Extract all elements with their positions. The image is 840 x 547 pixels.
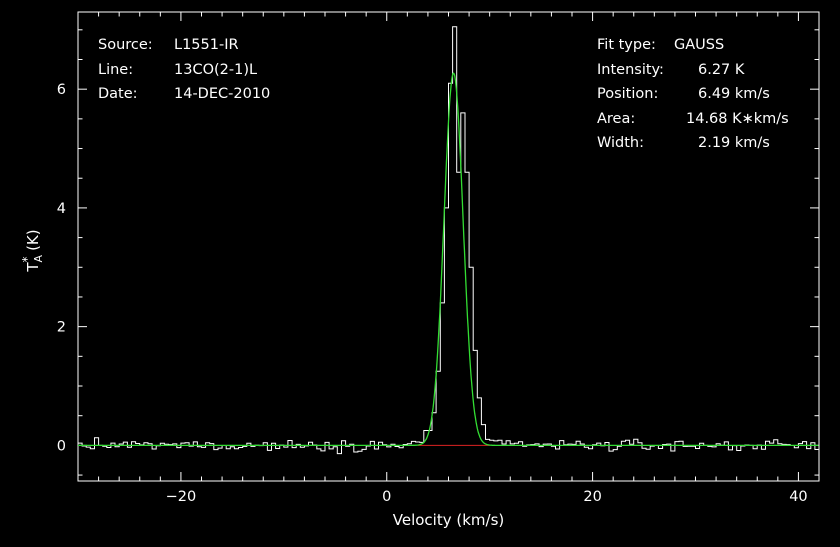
x-tick-label: 20 (583, 489, 601, 505)
fit-width-label: Width: (597, 135, 645, 151)
plot-frame (77, 11, 820, 482)
x-axis-title: Velocity (km/s) (393, 511, 504, 529)
fit-width-value: 2.19 km/s (698, 135, 770, 151)
fit-position-label: Position: (597, 86, 659, 102)
y-axis-title-sup: * (20, 256, 34, 262)
fit-area-value: 14.68 K∗km/s (686, 110, 789, 127)
y-axis-title: T*A (K) (20, 229, 45, 272)
y-tick-label: 0 (57, 438, 66, 454)
y-axis-title-unit: (K) (24, 229, 42, 251)
line-value: 13CO(2-1)L (174, 61, 258, 78)
y-axis-title-symbol: T (24, 262, 42, 273)
fit-position-value: 6.49 km/s (698, 86, 770, 102)
x-tick-label: −20 (166, 489, 197, 505)
x-tick-label: 0 (382, 489, 391, 505)
gaussian-fit-curve (78, 72, 819, 447)
date-label: Date: (98, 86, 138, 102)
x-axis-tick-labels: −20 0 20 40 (166, 489, 808, 505)
source-value: L1551-IR (174, 37, 239, 53)
y-tick-label: 2 (57, 320, 66, 336)
date-value: 14-DEC-2010 (174, 86, 271, 102)
fit-type-value: GAUSS (674, 37, 725, 53)
x-axis-ticks (77, 12, 820, 481)
source-label: Source: (98, 37, 153, 53)
fit-area-label: Area: (597, 110, 636, 127)
y-tick-label: 4 (57, 201, 66, 217)
fit-intensity-value: 6.27 K (698, 61, 745, 78)
y-axis-title-sub: A (32, 254, 45, 262)
fit-intensity-label: Intensity: (597, 61, 664, 78)
y-tick-label: 6 (57, 82, 66, 98)
x-tick-label: 40 (789, 489, 807, 505)
y-axis-tick-labels: 0 2 4 6 (57, 82, 66, 454)
fit-type-label: Fit type: (597, 37, 656, 53)
spectrum-histogram (78, 26, 820, 455)
line-label: Line: (98, 61, 134, 78)
